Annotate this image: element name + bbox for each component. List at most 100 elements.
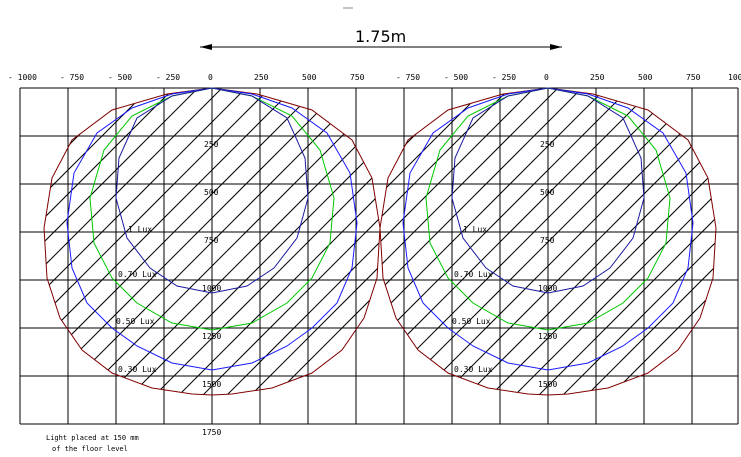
hatch-line: [380, 88, 610, 395]
x-tick: 250: [254, 73, 269, 82]
hatch-line: [575, 88, 716, 395]
hatch-line: [380, 88, 538, 395]
contour-label-050lux: 0.50 Lux: [116, 317, 155, 326]
hatch-line: [44, 88, 130, 395]
hatch-line: [239, 88, 380, 395]
contour-label-030lux: 0.30 Lux: [118, 365, 157, 374]
x-tick: - 250: [492, 73, 516, 82]
x-tick: 0: [208, 73, 213, 82]
hatch-line: [167, 88, 380, 395]
hatch-line: [44, 88, 346, 395]
hatch-line: [695, 88, 716, 395]
contour-label-070lux: 0.70 Lux: [454, 270, 493, 279]
hatch-line: [380, 88, 634, 395]
hatch-line: [0, 85, 33, 430]
contour-lux070: [89, 87, 335, 331]
contour-labels-right: 1 Lux 0.70 Lux 0.50 Lux 0.30 Lux: [452, 225, 493, 374]
hatch-line: [407, 88, 716, 395]
hatch-line: [380, 88, 490, 395]
hatch-line: [215, 88, 380, 395]
x-tick: 100: [728, 73, 741, 82]
y-tick: 1750: [202, 428, 221, 437]
x-tick: 500: [638, 73, 653, 82]
hatch-line: [671, 88, 716, 395]
x-tick: - 1000: [8, 73, 37, 82]
hatch-line: [479, 88, 716, 395]
hatch-line: [0, 85, 321, 430]
hatch-right: [0, 85, 716, 430]
contour-lux070: [425, 87, 671, 331]
x-tick: - 250: [156, 73, 180, 82]
y-axis-left: 250 500 750 1000 1250 1500 1750: [202, 140, 221, 437]
y-tick: 1000: [202, 284, 221, 293]
contour-lux1: [451, 87, 645, 294]
hatch-line: [380, 88, 658, 395]
contour-label-070lux: 0.70 Lux: [118, 270, 157, 279]
x-tick: 750: [686, 73, 701, 82]
hatch-line: [44, 88, 226, 395]
contour-lux050: [66, 87, 358, 371]
contour-lux030: [379, 87, 717, 396]
contour-labels-left: 1 Lux 0.70 Lux 0.50 Lux 0.30 Lux: [116, 225, 157, 374]
hatch-line: [95, 88, 380, 395]
hatch-line: [47, 88, 380, 395]
hatch-line: [44, 88, 178, 395]
dimension-line: 1.75m: [200, 27, 562, 50]
hatch-line: [647, 88, 716, 395]
y-tick: 750: [204, 236, 219, 245]
x-tick: 500: [302, 73, 317, 82]
hatch-line: [0, 85, 9, 430]
hatch-line: [527, 88, 716, 395]
hatch-line: [380, 88, 466, 395]
y-axis-right: 250 500 750 1000 1250 1500: [538, 140, 557, 389]
x-axis-left: - 1000 - 750 - 500 - 250 0 250 500 750: [8, 73, 365, 82]
y-tick: 500: [540, 188, 555, 197]
y-tick: 1250: [538, 332, 557, 341]
y-tick: 250: [540, 140, 555, 149]
hatch-line: [44, 88, 298, 395]
x-tick: 750: [350, 73, 365, 82]
x-tick: - 500: [108, 73, 132, 82]
note-line-1: Light placed at 150 mm: [46, 434, 139, 442]
y-tick: 750: [540, 236, 555, 245]
hatch-line: [383, 88, 716, 395]
y-tick: 250: [204, 140, 219, 149]
hatch-line: [71, 88, 380, 395]
hatch-line: [119, 88, 380, 395]
hatch-line: [380, 88, 514, 395]
hatch-line: [44, 88, 154, 395]
y-tick: 1500: [538, 380, 557, 389]
hatch-line: [44, 88, 58, 395]
hatch-line: [380, 88, 586, 395]
contour-lux030: [43, 87, 381, 396]
contour-label-1lux: 1 Lux: [463, 225, 487, 234]
dimension-label: 1.75m: [355, 27, 406, 46]
contour-label-1lux: 1 Lux: [128, 225, 152, 234]
hatch-line: [44, 88, 274, 395]
hatch-line: [599, 88, 716, 395]
contour-label-050lux: 0.50 Lux: [452, 317, 491, 326]
hatch-line: [380, 88, 562, 395]
hatch-line: [503, 88, 716, 395]
contour-lux1: [115, 87, 309, 294]
hatch-line: [143, 88, 380, 395]
x-tick: - 750: [60, 73, 84, 82]
grid: [19, 87, 739, 425]
hatch-line: [44, 88, 322, 395]
hatch-line: [44, 88, 82, 395]
hatch-line: [191, 88, 380, 395]
hatch-line: [551, 88, 716, 395]
x-axis-right: - 750 - 500 - 250 0 250 500 750 100: [396, 73, 741, 82]
y-tick: 500: [204, 188, 219, 197]
note-line-2: of the floor level: [52, 445, 128, 453]
hatch-line: [44, 88, 250, 395]
x-tick: - 500: [444, 73, 468, 82]
contour-lux050: [402, 87, 694, 371]
isolux-contours: [43, 87, 717, 396]
contour-label-030lux: 0.30 Lux: [454, 365, 493, 374]
x-tick: 250: [590, 73, 605, 82]
x-tick: 0: [544, 73, 549, 82]
hatch-line: [408, 85, 741, 430]
y-tick: 1000: [538, 284, 557, 293]
